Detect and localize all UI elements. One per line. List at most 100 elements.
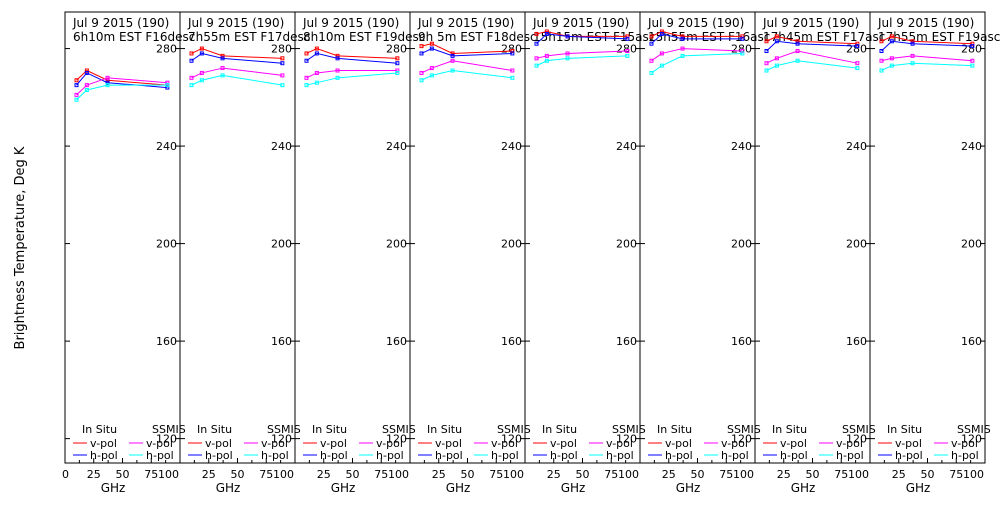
legend-ssmis-title: SSMIS [842,423,876,436]
legend-label-insitu-hpol: h-pol [205,449,233,462]
y-tick-label: 120 [731,433,752,446]
y-tick-label: 240 [616,140,637,153]
legend-label-insitu-hpol: h-pol [780,449,808,462]
data-point-insitu-vpol [680,34,685,39]
data-point-insitu-vpol [220,53,225,58]
legend-label-insitu-hpol: h-pol [665,449,693,462]
data-point-insitu-vpol [544,29,549,34]
data-point-insitu-hpol [314,51,319,56]
legend-insitu-title: In Situ [427,423,462,436]
data-point-insitu-vpol [970,41,975,46]
data-point-insitu-vpol [199,46,204,51]
data-point-insitu-vpol [280,56,285,61]
y-tick-label: 160 [846,335,867,348]
data-point-insitu-hpol [304,58,309,63]
data-point-insitu-hpol [335,56,340,61]
y-tick-label: 160 [386,335,407,348]
panel-8: Jul 9 2015 (190)17h55m EST F19asc1201602… [869,11,1000,495]
y-tick-label: 200 [271,238,292,251]
data-point-insitu-hpol [450,53,455,58]
y-tick-label: 160 [156,335,177,348]
x-tick-label: 50 [116,468,130,481]
panel-title-date: Jul 9 2015 (190) [187,16,284,30]
x-tick-label: 50 [806,468,820,481]
y-axis-label: Brightness Temperature, Deg K [13,146,28,349]
panel-title-date: Jul 9 2015 (190) [302,16,399,30]
panels-group: Jul 9 2015 (190)6h10m EST F16desc1201602… [62,11,1000,495]
x-tick-label: 50 [576,468,590,481]
panel-title-date: Jul 9 2015 (190) [647,16,744,30]
data-point-ssmis-vpol [534,56,539,61]
data-point-insitu-vpol [429,41,434,46]
x-tick-label: 25 [87,468,101,481]
legend-label-ssmis-hpol: h-pol [951,449,979,462]
data-point-ssmis-hpol [105,83,110,88]
legend-insitu-title: In Situ [542,423,577,436]
data-point-insitu-hpol [659,31,664,36]
data-point-ssmis-vpol [649,58,654,63]
panel-7: Jul 9 2015 (190)17h45m EST F17asc1201602… [754,11,885,495]
y-tick-label: 160 [271,335,292,348]
data-point-ssmis-vpol [429,66,434,71]
y-tick-label: 160 [501,335,522,348]
legend-insitu-title: In Situ [887,423,922,436]
series-line-ssmis-vpol [306,70,398,79]
legend-label-ssmis-vpol: v-pol [836,437,863,450]
data-point-ssmis-hpol [189,83,194,88]
data-point-ssmis-vpol [764,61,769,66]
series-line-ssmis-hpol [536,55,628,67]
data-point-ssmis-vpol [220,66,225,71]
legend-label-insitu-vpol: v-pol [90,437,117,450]
x-axis-label: GHz [676,481,701,495]
data-point-insitu-vpol [314,46,319,51]
data-point-insitu-vpol [774,34,779,39]
y-tick-label: 200 [386,238,407,251]
legend-label-ssmis-hpol: h-pol [721,449,749,462]
y-tick-label: 240 [846,140,867,153]
data-point-insitu-hpol [74,83,79,88]
data-point-ssmis-hpol [280,83,285,88]
data-point-insitu-vpol [764,39,769,44]
data-point-insitu-hpol [649,41,654,46]
panel-5: Jul 9 2015 (190)15h15m EST F15asc1201602… [524,11,655,495]
data-point-insitu-hpol [395,61,400,66]
x-axis-label: GHz [101,481,126,495]
panel-title-time: 15h55m EST F16asc [648,30,770,44]
series-line-insitu-hpol [421,48,513,57]
series-line-ssmis-vpol [766,50,858,64]
legend-ssmis-title: SSMIS [382,423,416,436]
data-point-ssmis-hpol [165,83,170,88]
series-line-ssmis-hpol [651,52,743,74]
series-line-insitu-hpol [306,52,398,64]
panel-4: Jul 9 2015 (190)9h 5m EST F18desc 120 160 2… [409,11,537,495]
x-tick-label: 25 [662,468,676,481]
x-tick-label: 100 [273,468,294,481]
x-tick-label: 100 [848,468,869,481]
x-tick-label: 50 [346,468,360,481]
legend-label-insitu-vpol: v-pol [780,437,807,450]
data-point-insitu-hpol [855,44,860,49]
data-point-ssmis-hpol [450,68,455,73]
data-point-insitu-vpol [855,41,860,46]
series-line-insitu-vpol [76,69,168,86]
y-tick-label: 120 [616,433,637,446]
data-point-ssmis-hpol [534,63,539,68]
panel-title-time: 9h 5m EST F18desc [418,30,537,44]
data-point-ssmis-vpol [189,75,194,80]
data-point-ssmis-hpol [565,56,570,61]
data-point-insitu-vpol [795,39,800,44]
panel-3: Jul 9 2015 (190)8h10m EST F19desc 120 160 2… [294,11,425,495]
series-line-insitu-hpol [881,40,973,52]
legend-label-ssmis-vpol: v-pol [491,437,518,450]
data-point-insitu-hpol [280,61,285,66]
series-line-ssmis-vpol [421,60,513,74]
x-tick-label: 100 [963,468,984,481]
data-point-ssmis-hpol [419,78,424,83]
data-point-ssmis-hpol [395,70,400,75]
y-tick-label: 200 [846,238,867,251]
legend-label-ssmis-vpol: v-pol [261,437,288,450]
legend-label-ssmis-vpol: v-pol [721,437,748,450]
data-point-ssmis-vpol [450,58,455,63]
x-tick-label: 25 [777,468,791,481]
